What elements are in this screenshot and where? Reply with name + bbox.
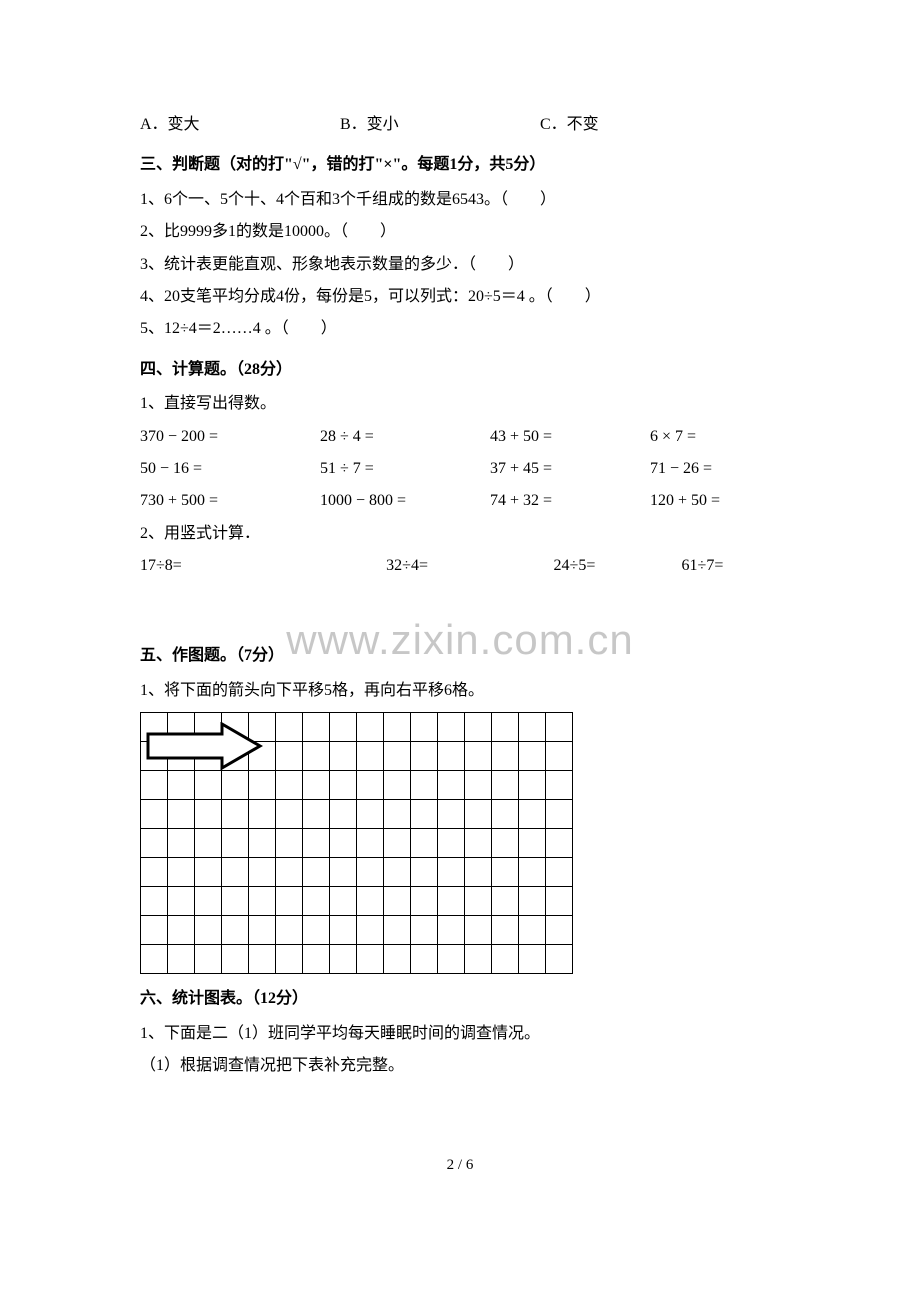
section3-heading: 三、判断题（对的打"√"，错的打"×"。每题1分，共5分） (140, 150, 780, 180)
calc-cell: 43 + 50 = (490, 422, 650, 452)
calc-cell: 74 + 32 = (490, 486, 650, 516)
option-c: C．不变 (540, 110, 740, 140)
grid-figure (140, 712, 780, 974)
calc-cell: 1000 − 800 = (320, 486, 490, 516)
calc-cell: 370 − 200 = (140, 422, 320, 452)
calc-cell: 37 + 45 = (490, 454, 650, 484)
s5-q1: 1、将下面的箭头向下平移5格，再向右平移6格。 (140, 676, 780, 706)
section5-heading: 五、作图题。（7分） (140, 641, 780, 671)
s3-q5: 5、12÷4＝2……4 。（ ） (140, 314, 780, 344)
page-footer: 2 / 6 (140, 1151, 780, 1180)
mc-options: A．变大 B．变小 C．不变 (140, 110, 780, 140)
calc-row-2: 50 − 16 = 51 ÷ 7 = 37 + 45 = 71 − 26 = (140, 454, 780, 484)
calc-cell: 730 + 500 = (140, 486, 320, 516)
calc-cell: 120 + 50 = (650, 486, 770, 516)
s4-sub2: 2、用竖式计算． (140, 519, 780, 549)
s6-q1a: （1）根据调查情况把下表补充完整。 (140, 1051, 780, 1081)
calc-cell: 51 ÷ 7 = (320, 454, 490, 484)
arrow-icon (144, 722, 264, 770)
option-b: B．变小 (340, 110, 540, 140)
calc-cell: 28 ÷ 4 = (320, 422, 490, 452)
s3-q1: 1、6个一、5个十、4个百和3个千组成的数是6543。（ ） (140, 185, 780, 215)
vert-cell: 24÷5= (554, 551, 682, 581)
s3-q4: 4、20支笔平均分成4份，每份是5，可以列式：20÷5＝4 。（ ） (140, 282, 780, 312)
vert-cell: 17÷8= (140, 551, 386, 581)
vert-row: 17÷8= 32÷4= 24÷5= 61÷7= (140, 551, 780, 581)
s3-q3: 3、统计表更能直观、形象地表示数量的多少．（ ） (140, 250, 780, 280)
s4-sub1: 1、直接写出得数。 (140, 389, 780, 419)
calc-cell: 71 − 26 = (650, 454, 770, 484)
calc-cell: 50 − 16 = (140, 454, 320, 484)
s3-q2: 2、比9999多1的数是10000。（ ） (140, 217, 780, 247)
vert-cell: 32÷4= (386, 551, 553, 581)
calc-row-3: 730 + 500 = 1000 − 800 = 74 + 32 = 120 +… (140, 486, 780, 516)
s6-q1: 1、下面是二（1）班同学平均每天睡眠时间的调查情况。 (140, 1019, 780, 1049)
section4-heading: 四、计算题。（28分） (140, 355, 780, 385)
vert-cell: 61÷7= (682, 551, 780, 581)
section6-heading: 六、统计图表。（12分） (140, 984, 780, 1014)
calc-cell: 6 × 7 = (650, 422, 770, 452)
calc-row-1: 370 − 200 = 28 ÷ 4 = 43 + 50 = 6 × 7 = (140, 422, 780, 452)
option-a: A．变大 (140, 110, 340, 140)
